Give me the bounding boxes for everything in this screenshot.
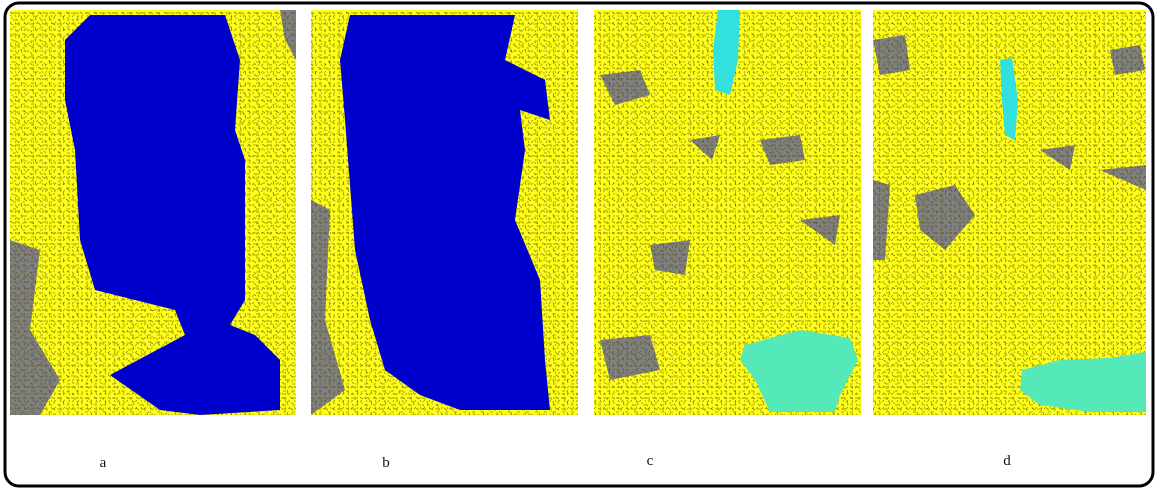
panel-d [873, 10, 1146, 415]
panel-c [594, 10, 861, 415]
panel-label: c [647, 453, 654, 469]
panel-b [311, 10, 578, 415]
panel-label: a [100, 455, 107, 471]
page: a b c d (() => { const data = JSON.parse… [0, 0, 1159, 491]
panel-a [10, 10, 296, 415]
panel-label: d [1003, 453, 1011, 469]
figure: a b c d [0, 0, 1159, 491]
panel-label: b [382, 455, 390, 471]
